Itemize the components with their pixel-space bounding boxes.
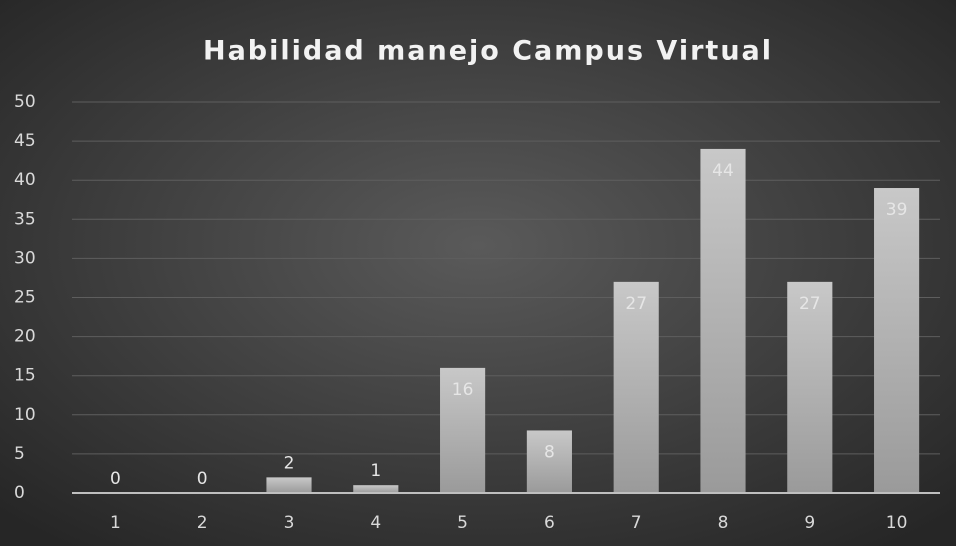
data-label: 27 [625, 294, 647, 314]
data-label: 0 [110, 469, 121, 489]
bar [266, 477, 312, 493]
x-tick-label: 2 [197, 513, 208, 533]
y-tick-label: 15 [14, 366, 36, 386]
y-tick-label: 45 [14, 131, 36, 151]
x-tick-label: 1 [110, 513, 121, 533]
x-tick-label: 6 [544, 513, 555, 533]
data-label: 0 [197, 469, 208, 489]
data-label: 39 [886, 200, 908, 220]
y-tick-label: 30 [14, 248, 36, 268]
x-tick-label: 7 [631, 513, 642, 533]
y-tick-label: 5 [14, 444, 25, 464]
y-tick-label: 50 [14, 92, 36, 112]
bar [787, 281, 833, 493]
data-label: 1 [370, 461, 381, 481]
y-tick-label: 20 [14, 327, 36, 347]
bar [440, 367, 486, 493]
y-tick-label: 25 [14, 288, 36, 308]
x-tick-label: 3 [284, 513, 295, 533]
chart-title: Habilidad manejo Campus Virtual [203, 36, 773, 67]
bar [353, 485, 399, 493]
x-tick-label: 5 [457, 513, 468, 533]
y-tick-label: 10 [14, 405, 36, 425]
data-label: 16 [452, 380, 474, 400]
y-tick-label: 0 [14, 483, 25, 503]
data-label: 27 [799, 294, 821, 314]
bar [613, 281, 659, 493]
data-label: 44 [712, 161, 734, 181]
bar [874, 188, 920, 493]
x-tick-label: 4 [370, 513, 381, 533]
data-label: 2 [284, 453, 295, 473]
bar [700, 148, 746, 494]
x-tick-label: 8 [718, 513, 729, 533]
y-tick-label: 40 [14, 170, 36, 190]
data-label: 8 [544, 442, 555, 462]
bar [526, 430, 572, 493]
x-tick-label: 9 [804, 513, 815, 533]
x-tick-label: 10 [886, 513, 908, 533]
y-tick-label: 35 [14, 209, 36, 229]
